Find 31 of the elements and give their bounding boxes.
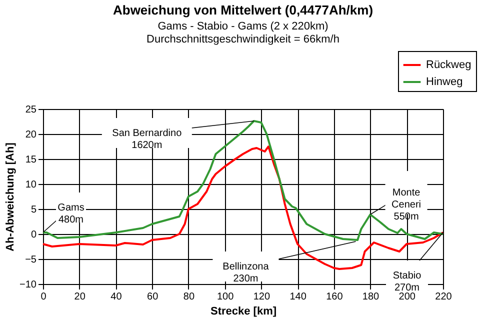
y-tick-label: 5 — [30, 204, 37, 216]
x-tick-label: 20 — [74, 292, 86, 302]
annotation: Stabio 270m — [392, 270, 422, 294]
y-axis-title: Ah-Abweichung [Ah] — [4, 142, 17, 252]
x-tick-label: 120 — [253, 292, 270, 302]
x-tick-label: 180 — [362, 292, 380, 302]
x-axis-title: Strecke [km] — [210, 306, 277, 318]
legend-label: Rückweg — [426, 59, 472, 71]
x-tick-label: 160 — [326, 292, 344, 302]
legend-label: Hinweg — [426, 76, 463, 88]
y-tick-label: 10 — [25, 180, 37, 190]
y-tick-label: 25 — [25, 104, 37, 116]
annotation: Bellinzona 230m — [222, 262, 270, 284]
y-tick-label: 15 — [25, 154, 37, 166]
x-tick-label: 200 — [398, 292, 416, 302]
y-tick-label: 0 — [30, 230, 37, 240]
text: Durchschnittsgeschwindigkeit = 66km/h — [146, 34, 340, 46]
y-tick-label: −10 — [20, 280, 37, 290]
y-tick-label: 20 — [25, 130, 37, 140]
text: Gams - Stabio - Gams (2 x 220km) — [158, 20, 328, 32]
y-tick-label: −5 — [25, 254, 37, 266]
x-tick-label: 40 — [110, 292, 122, 302]
x-tick-label: 60 — [147, 292, 159, 302]
chart-title: Abweichung von Mittelwert (0,4477Ah/km) — [112, 2, 374, 18]
annotation: Gams 480m — [58, 202, 84, 226]
x-tick-label: 220 — [435, 292, 452, 302]
x-tick-label: 80 — [183, 292, 195, 302]
x-tick-label: 100 — [216, 292, 234, 302]
x-tick-label: 140 — [290, 292, 307, 302]
x-tick-label: 0 — [40, 292, 47, 302]
annotation: San Bernardino 1620m — [112, 128, 182, 151]
